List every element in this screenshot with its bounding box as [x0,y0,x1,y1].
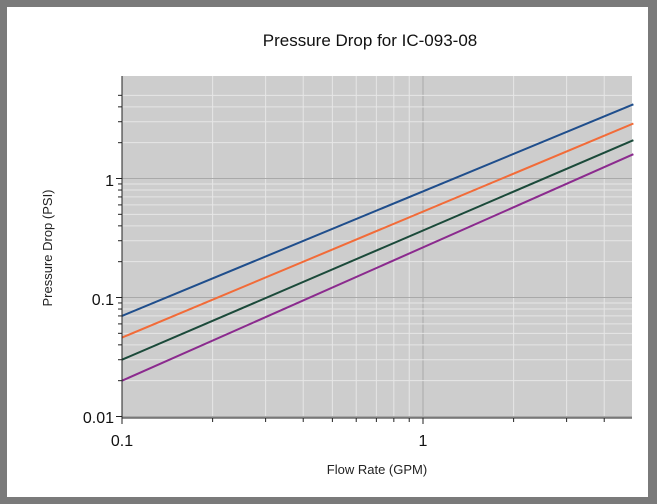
series-line-0 [121,103,634,317]
plot-area [122,76,632,418]
series-lines [121,103,634,382]
axes [116,76,632,424]
series-line-1 [121,122,634,339]
series-line-2 [121,139,634,361]
x-axis-label: Flow Rate (GPM) [327,462,427,477]
y-axis-label: Pressure Drop (PSI) [40,189,55,306]
x-tick-label-1: 1 [419,433,428,450]
x-tick-label-0: 0.1 [111,433,133,450]
y-tick-label-1: 0.1 [92,292,114,309]
chart-title: Pressure Drop for IC-093-08 [263,31,477,50]
y-tick-label-2: 1 [105,173,114,190]
y-tick-label-0: 0.01 [83,410,114,427]
series-line-3 [121,153,634,382]
